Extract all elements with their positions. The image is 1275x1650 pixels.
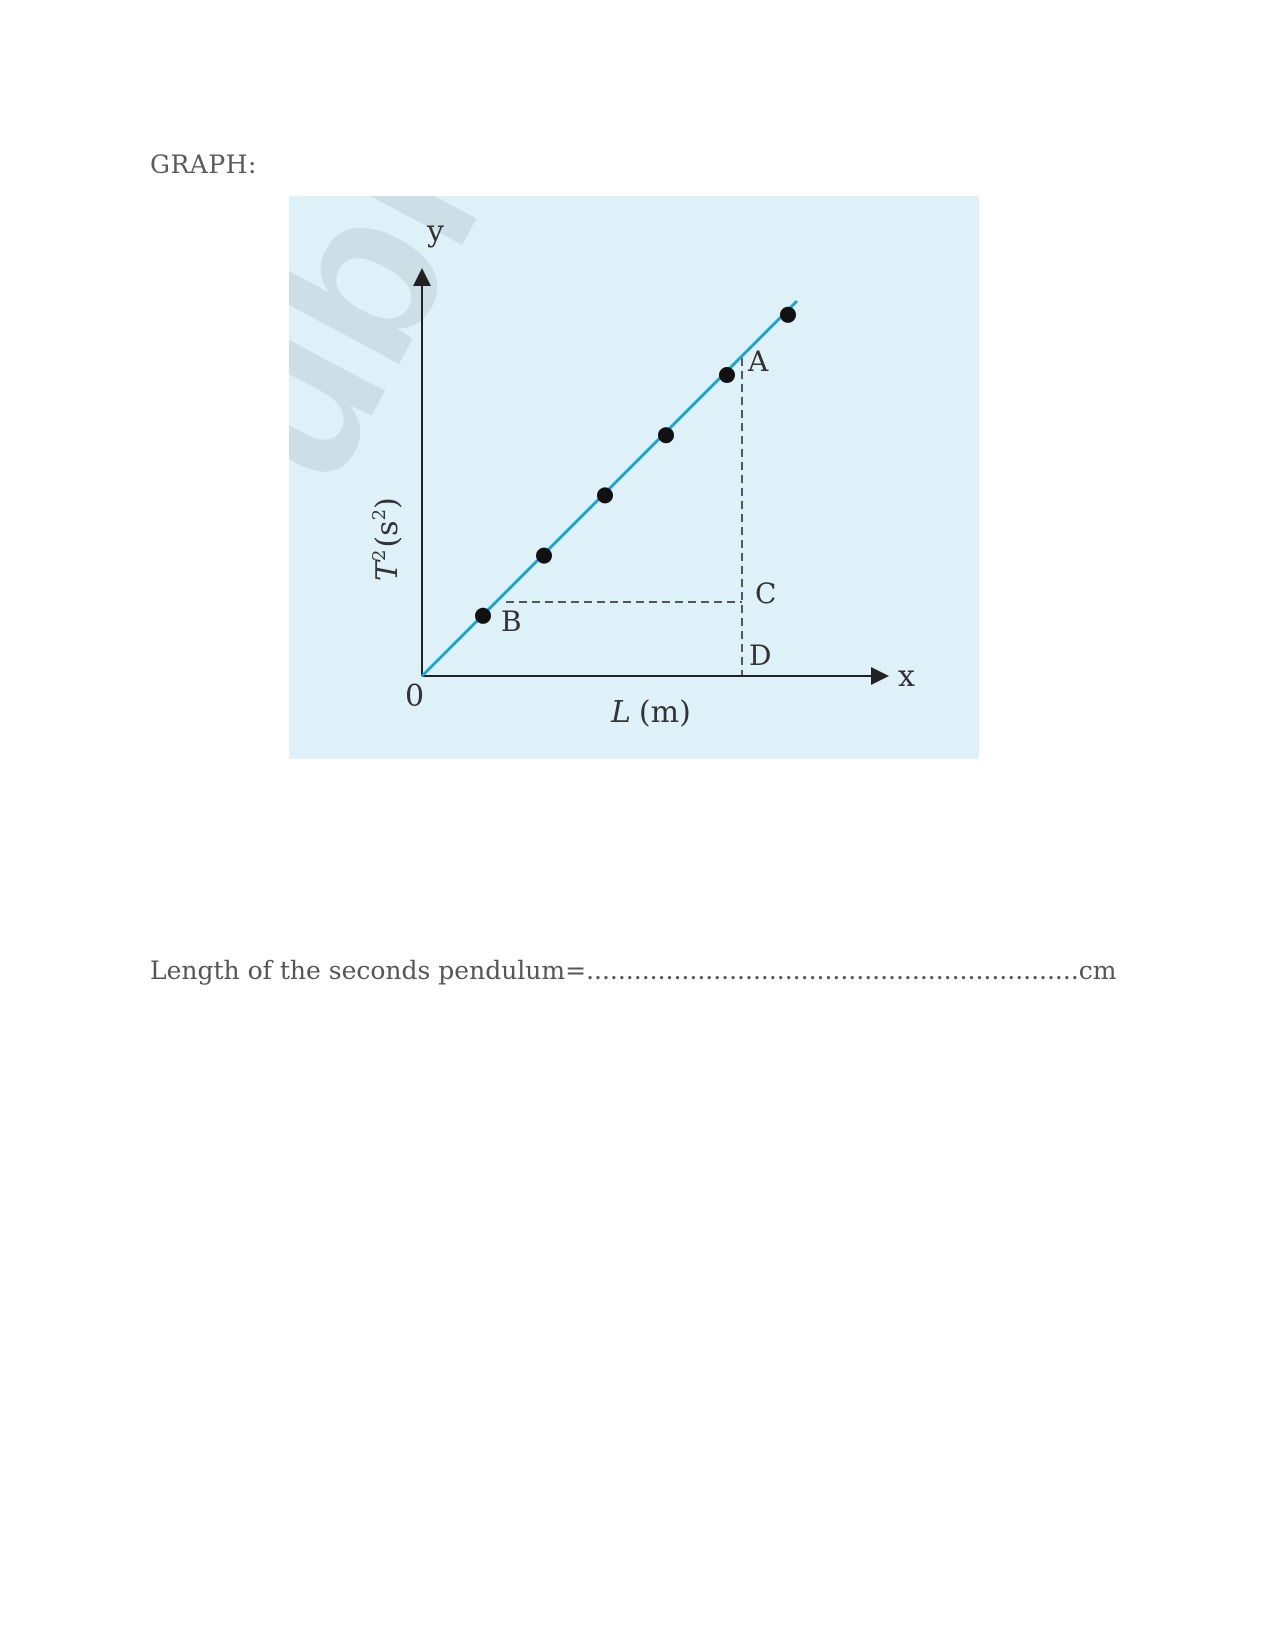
y-axis-title-var: T [370,559,405,581]
answer-unit: cm [1078,956,1117,985]
data-point-6 [780,306,796,323]
y-axis-title-unit-open: (s [370,520,405,547]
x-axis-letter: x [898,659,915,694]
x-axis-title-unit: (m) [639,695,691,730]
data-point-1 [475,607,491,624]
y-axis-title-exp: 2 [369,550,390,561]
graph-figure: ubli y x 0 A B C D L (m) T2(s2) [289,196,979,759]
point-label-d: D [749,639,771,672]
answer-blank: ........................................… [586,956,1079,985]
data-point-5 [719,367,735,383]
svg-text:T2(s2): T2(s2) [369,497,405,581]
point-label-a: A [747,345,769,378]
y-axis-title-unit-exp: 2 [369,509,390,520]
answer-line: Length of the seconds pendulum=.........… [150,956,1116,985]
x-axis-title-var: L [610,695,631,730]
data-points [475,306,796,624]
data-point-2 [536,547,552,564]
data-point-4 [658,427,674,444]
y-axis-title-unit-close: ) [370,497,405,509]
answer-label: Length of the seconds pendulum= [150,956,587,985]
y-axis-arrow [413,268,431,286]
x-axis-title: L (m) [610,695,691,730]
origin-label: 0 [405,679,424,714]
point-label-b: B [501,605,522,638]
y-axis-letter: y [426,214,444,249]
data-point-3 [597,487,613,504]
graph-svg: ubli y x 0 A B C D L (m) T2(s2) [289,196,915,730]
point-label-c: C [755,577,776,610]
x-axis-arrow [871,667,889,685]
page-heading: GRAPH: [150,150,257,179]
y-axis-title: T2(s2) [369,497,405,581]
